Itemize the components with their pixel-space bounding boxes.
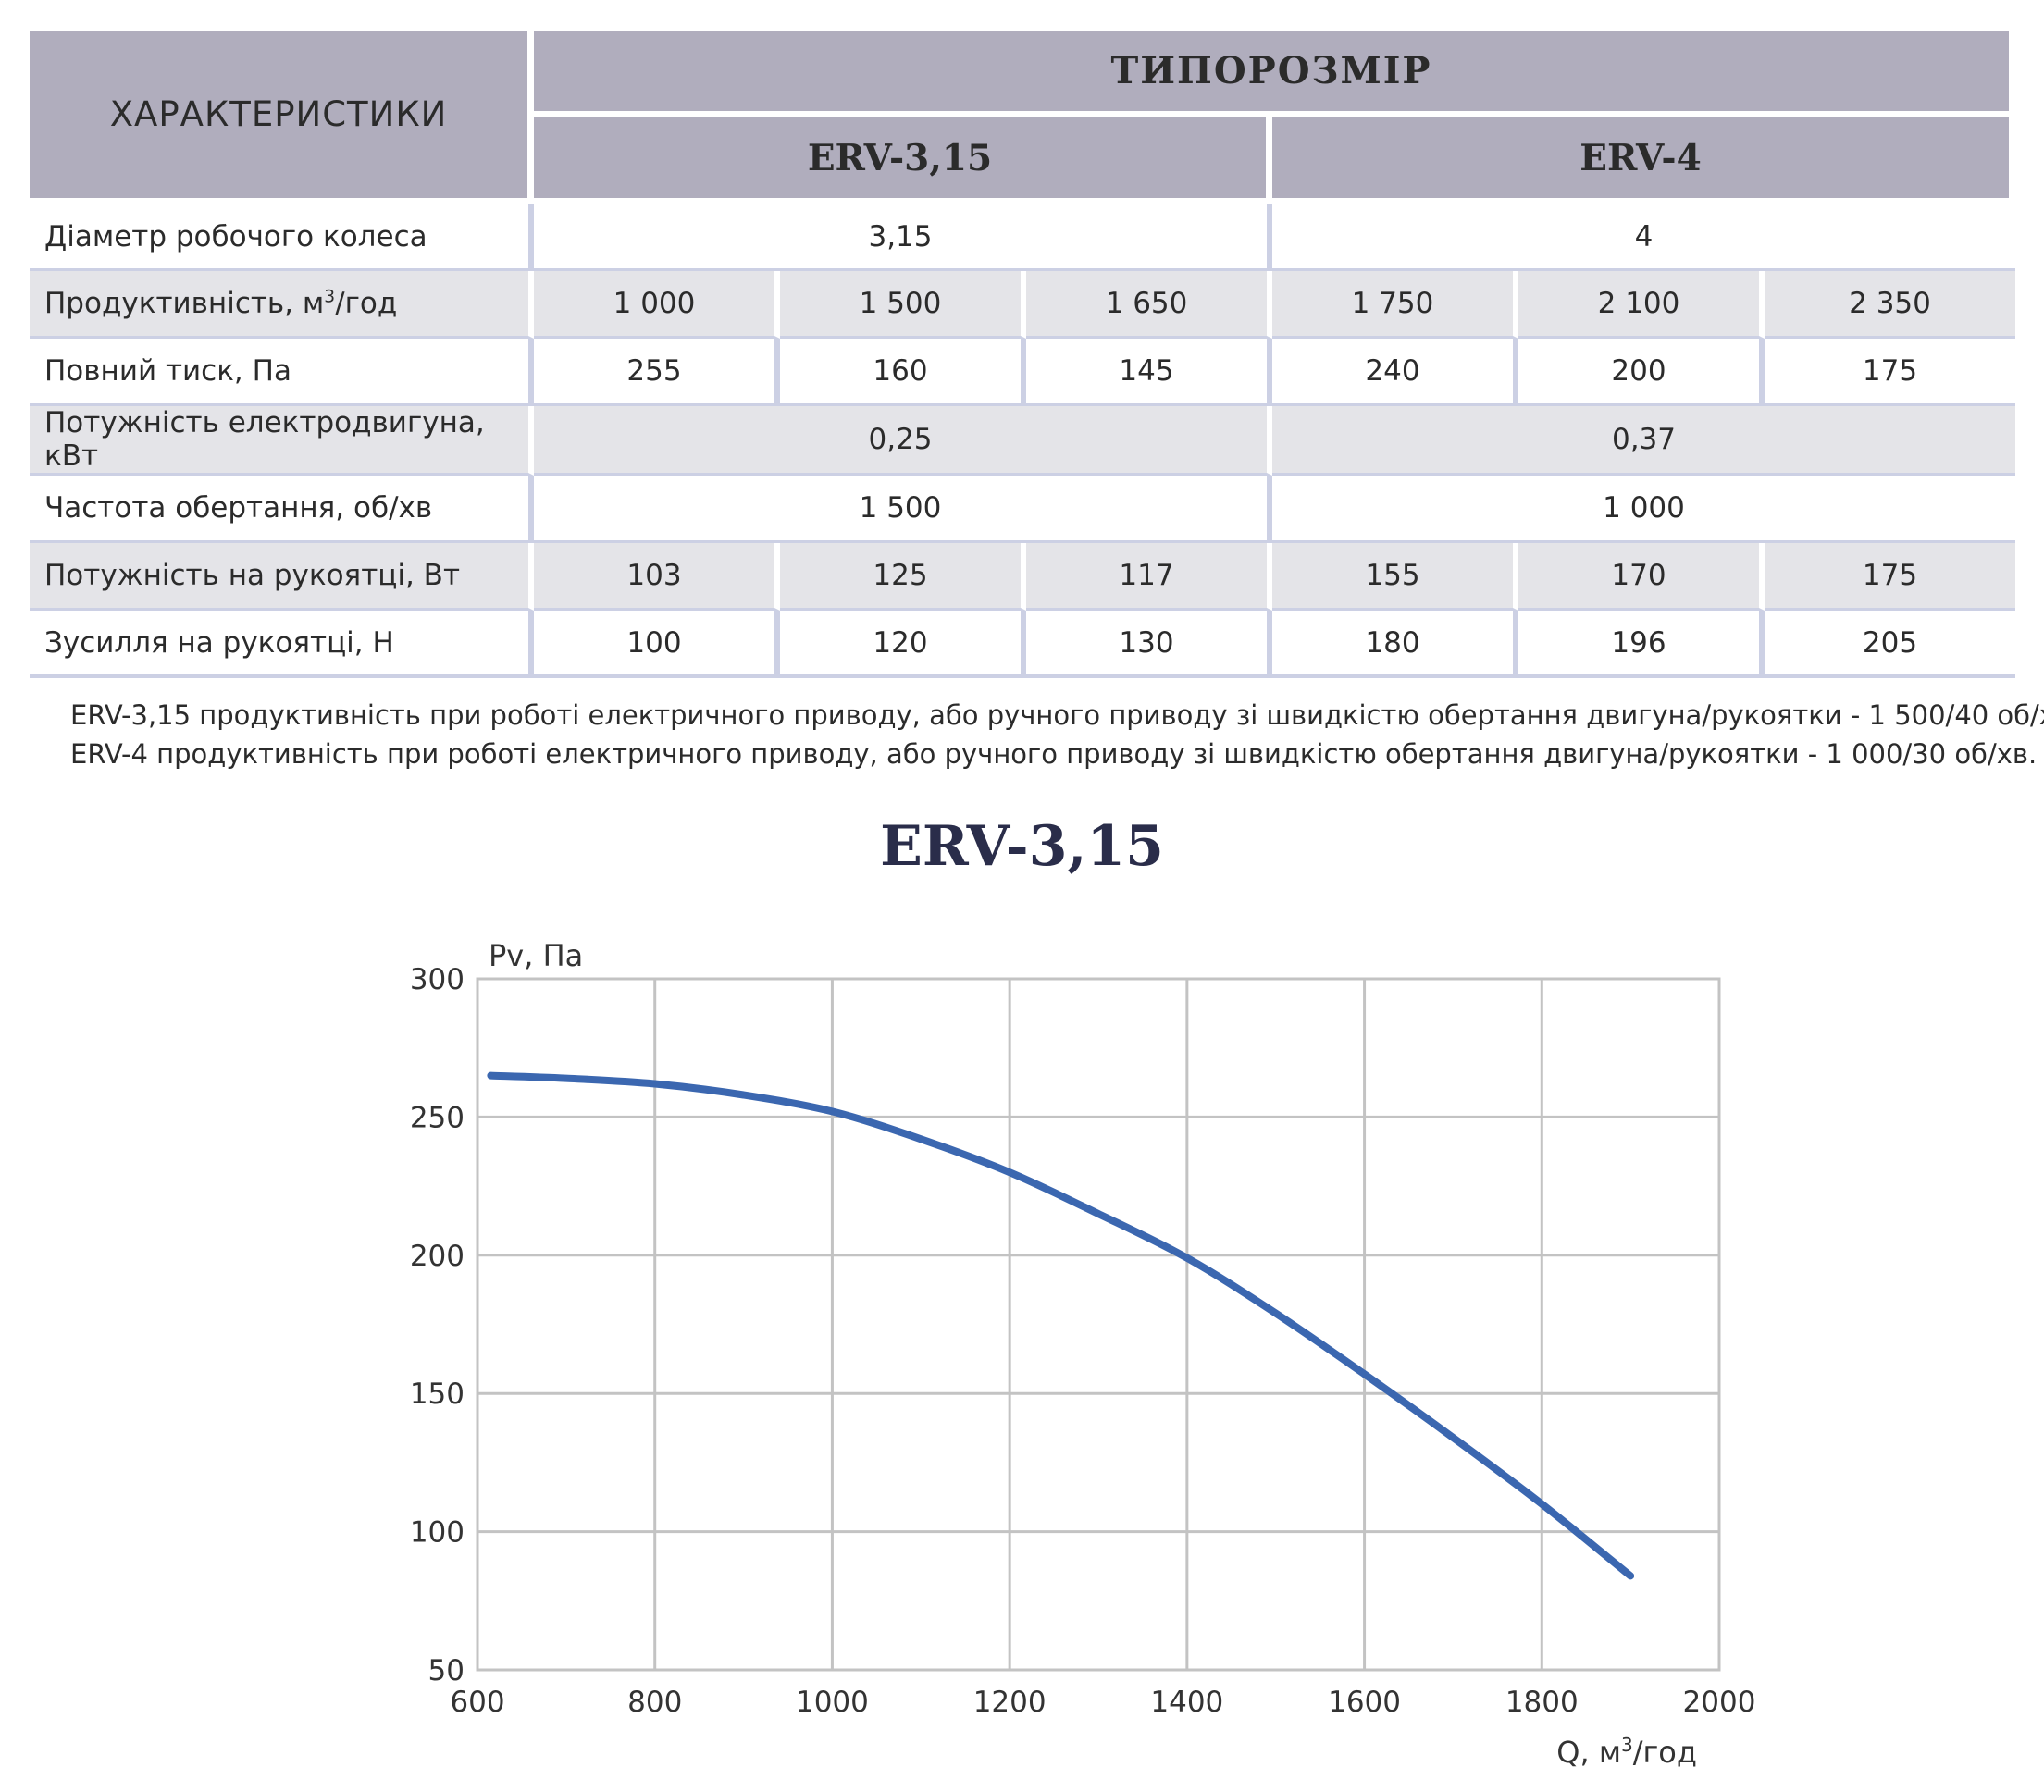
x-tick-label: 1000: [796, 1686, 869, 1719]
model-header-erv-3-15: ERV-3,15: [534, 117, 1272, 204]
x-tick-label: 800: [627, 1686, 682, 1719]
y-tick-label: 150: [410, 1378, 465, 1411]
x-axis-ticks: 600 800 1000 1200 1400 1600 1800 2000: [450, 1686, 1755, 1719]
table-row-handle-power: Потужність на рукоятці, Вт 103 125 117 1…: [30, 543, 2016, 611]
table-cell: 1 500: [534, 476, 1272, 543]
table-cell: 1 500: [780, 271, 1026, 339]
row-label: Діаметр робочого колеса: [30, 204, 534, 271]
y-tick-label: 50: [428, 1654, 465, 1687]
table-cell: 100: [534, 611, 780, 678]
spec-table: ХАРАКТЕРИСТИКИ ТИПОРОЗМІР ERV-3,15 ERV-4…: [30, 31, 2016, 678]
table-cell: 2 350: [1765, 271, 2016, 339]
x-tick-label: 1600: [1328, 1686, 1401, 1719]
table-cell: 1 750: [1272, 271, 1518, 339]
table-cell: 2 100: [1518, 271, 1765, 339]
y-axis-label: Pv, Па: [489, 938, 583, 973]
table-cell: 117: [1026, 543, 1272, 611]
row-label: Повний тиск, Па: [30, 339, 534, 406]
table-cell: 180: [1272, 611, 1518, 678]
table-cell: 0,25: [534, 406, 1272, 476]
row-label: Потужність електродвигуна, кВт: [30, 406, 534, 476]
row-label: Зусилля на рукоятці, Н: [30, 611, 534, 678]
chart-title: ERV-3,15: [880, 814, 1164, 879]
table-cell: 1 000: [1272, 476, 2016, 543]
x-tick-label: 1200: [973, 1686, 1047, 1719]
table-cell: 175: [1765, 543, 2016, 611]
plot-frame: [476, 977, 1721, 1672]
table-cell: 255: [534, 339, 780, 406]
y-tick-label: 250: [410, 1101, 465, 1134]
y-axis-ticks: 50 100 150 200 250 300: [410, 963, 465, 1687]
characteristics-header: ХАРАКТЕРИСТИКИ: [30, 31, 534, 204]
table-cell: 170: [1518, 543, 1765, 611]
table-cell: 175: [1765, 339, 2016, 406]
table-cell: 1 000: [534, 271, 780, 339]
x-tick-label: 2000: [1683, 1686, 1756, 1719]
table-row-capacity: Продуктивність, м3/год 1 000 1 500 1 650…: [30, 271, 2016, 339]
note-erv-4: ERV-4 продуктивність при роботі електрич…: [70, 738, 2038, 770]
model-header-erv-4: ERV-4: [1272, 117, 2016, 204]
series-line: [487, 1071, 1635, 1580]
note-erv-3-15: ERV-3,15 продуктивність при роботі елект…: [70, 699, 2044, 731]
table-cell: 130: [1026, 611, 1272, 678]
table-cell: 145: [1026, 339, 1272, 406]
y-tick-label: 300: [410, 963, 465, 996]
table-cell: 120: [780, 611, 1026, 678]
x-tick-label: 1800: [1505, 1686, 1579, 1719]
y-tick-label: 100: [410, 1516, 465, 1550]
table-cell: 200: [1518, 339, 1765, 406]
table-cell: 160: [780, 339, 1026, 406]
table-cell: 125: [780, 543, 1026, 611]
table-row-speed: Частота обертання, об/хв 1 500 1 000: [30, 476, 2016, 543]
table-cell: 3,15: [534, 204, 1272, 271]
x-axis-label: Q, м3/год: [1556, 1734, 1697, 1770]
y-tick-label: 200: [410, 1240, 465, 1273]
table-cell: 4: [1272, 204, 2016, 271]
table-row-diameter: Діаметр робочого колеса 3,15 4: [30, 204, 2016, 271]
table-cell: 240: [1272, 339, 1518, 406]
table-cell: 196: [1518, 611, 1765, 678]
table-cell: 205: [1765, 611, 2016, 678]
x-tick-label: 1400: [1150, 1686, 1223, 1719]
table-row-pressure: Повний тиск, Па 255 160 145 240 200 175: [30, 339, 2016, 406]
row-label: Продуктивність, м3/год: [30, 271, 534, 339]
row-label: Частота обертання, об/хв: [30, 476, 534, 543]
x-tick-label: 600: [450, 1686, 504, 1719]
table-cell: 155: [1272, 543, 1518, 611]
table-row-handle-force: Зусилля на рукоятці, Н 100 120 130 180 1…: [30, 611, 2016, 678]
size-header: ТИПОРОЗМІР: [534, 31, 2016, 117]
table-cell: 0,37: [1272, 406, 2016, 476]
row-label: Потужність на рукоятці, Вт: [30, 543, 534, 611]
table-cell: 1 650: [1026, 271, 1272, 339]
table-cell: 103: [534, 543, 780, 611]
table-row-motor-power: Потужність електродвигуна, кВт 0,25 0,37: [30, 406, 2016, 476]
